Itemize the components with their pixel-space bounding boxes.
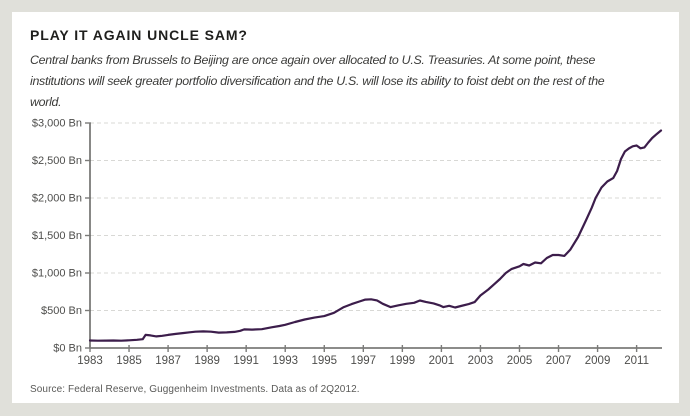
y-axis-tick-label: $3,000 Bn [32, 118, 82, 130]
y-axis-tick-label: $2,000 Bn [32, 193, 82, 205]
x-axis-tick-label: 2009 [585, 355, 611, 367]
y-axis-tick-label: $2,500 Bn [32, 155, 82, 167]
x-axis-tick-label: 1993 [272, 355, 298, 367]
x-axis-tick-label: 1999 [390, 355, 416, 367]
x-axis-tick-label: 2001 [429, 355, 455, 367]
line-chart: $0 Bn $500 Bn $1,000 Bn $1,500 Bn $2,000 Bn $… [32, 118, 663, 367]
x-axis-tick-label: 1991 [233, 355, 259, 367]
page-title: PLAY IT AGAIN UNCLE SAM? [30, 27, 248, 43]
x-axis-tick-label: 1989 [194, 355, 220, 367]
data-series-line [88, 129, 663, 342]
y-axis-tick-label: $0 Bn [53, 343, 82, 355]
y-axis-tick-label: $1,500 Bn [32, 230, 82, 242]
source-note: Source: Federal Reserve, Guggenheim Inve… [30, 384, 360, 395]
chart-card: PLAY IT AGAIN UNCLE SAM? Central banks f… [12, 12, 679, 403]
x-axis-tick-label: 1995 [311, 355, 337, 367]
y-axis-tick-label: $500 Bn [41, 305, 82, 317]
x-axis-tick-label: 2011 [624, 355, 649, 367]
y-axis-tick-label: $1,000 Bn [32, 268, 82, 280]
x-axis-tick-label: 1987 [155, 355, 181, 367]
x-axis-tick-label: 1997 [351, 355, 377, 367]
x-axis-tick-label: 1985 [116, 355, 142, 367]
x-axis-tick-label: 2003 [468, 355, 494, 367]
x-axis-tick-label: 2007 [546, 355, 572, 367]
chart-subtitle: Central banks from Brussels to Beijing a… [30, 53, 605, 109]
x-axis-tick-label: 1983 [77, 355, 103, 367]
x-axis-tick-label: 2005 [507, 355, 533, 367]
